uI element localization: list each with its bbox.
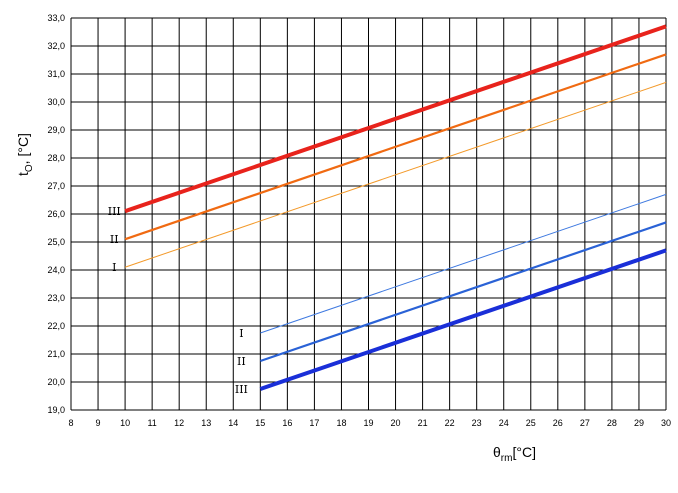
y-tick-label: 33,0 (47, 13, 65, 23)
y-tick-label: 22,0 (47, 321, 65, 331)
y-tick-label: 32,0 (47, 41, 65, 51)
y-tick-label: 30,0 (47, 97, 65, 107)
series-line-i (124, 81, 667, 268)
x-tick-label: 21 (418, 418, 428, 428)
y-tick-label: 24,0 (47, 265, 65, 275)
grid (70, 17, 667, 411)
x-tick-label: 25 (526, 418, 536, 428)
y-tick-label: 25,0 (47, 237, 65, 247)
x-tick-label: 20 (391, 418, 401, 428)
series-label-ii: II (110, 233, 119, 246)
series-label-i: I (239, 327, 243, 340)
y-axis-title: tO, [°C] (15, 133, 35, 176)
series-line-ii (124, 53, 667, 241)
x-tick-label: 15 (255, 418, 265, 428)
x-tick-label: 29 (634, 418, 644, 428)
x-tick-label: 14 (228, 418, 238, 428)
x-tick-label: 10 (120, 418, 130, 428)
x-tick-labels: 8 9 10 11 12 13 14 15 16 17 18 19 20 21 22 23 24 25 26 27 28… (68, 418, 671, 428)
series-line-ii (259, 221, 667, 363)
x-tick-label: 24 (499, 418, 509, 428)
series-label-ii: II (237, 355, 246, 368)
x-tick-label: 27 (580, 418, 590, 428)
series-line-iii (124, 24, 667, 214)
x-tick-label: 17 (309, 418, 319, 428)
x-tick-label: 26 (553, 418, 563, 428)
y-tick-label: 20,0 (47, 377, 65, 387)
x-tick-label: 19 (363, 418, 373, 428)
x-tick-label: 18 (336, 418, 346, 428)
x-tick-label: 12 (174, 418, 184, 428)
x-tick-label: 9 (96, 418, 101, 428)
series-label-iii: III (108, 205, 121, 218)
x-tick-label: 22 (445, 418, 455, 428)
y-tick-label: 23,0 (47, 293, 65, 303)
series-lines (124, 24, 667, 391)
x-tick-label: 8 (68, 418, 73, 428)
series-label-iii: III (235, 383, 248, 396)
y-tick-label: 27,0 (47, 181, 65, 191)
x-tick-label: 13 (201, 418, 211, 428)
x-tick-label: 30 (661, 418, 671, 428)
series-label-i: I (112, 261, 116, 274)
y-tick-label: 26,0 (47, 209, 65, 219)
x-tick-label: 16 (282, 418, 292, 428)
series-line-i (260, 193, 667, 334)
y-tick-label: 19,0 (47, 405, 65, 415)
y-tick-label: 29,0 (47, 125, 65, 135)
y-tick-label: 21,0 (47, 349, 65, 359)
y-tick-label: 31,0 (47, 69, 65, 79)
y-tick-labels: 19,0 20,0 21,0 22,0 23,0 24,0 25,0 26,0 27,0 28,0… (47, 13, 65, 415)
x-tick-label: 11 (147, 418, 156, 428)
series-line-iii (259, 248, 667, 391)
x-axis-title: θrm[°C] (493, 444, 536, 464)
y-tick-label: 28,0 (47, 153, 65, 163)
x-tick-label: 28 (607, 418, 617, 428)
x-tick-label: 23 (472, 418, 482, 428)
